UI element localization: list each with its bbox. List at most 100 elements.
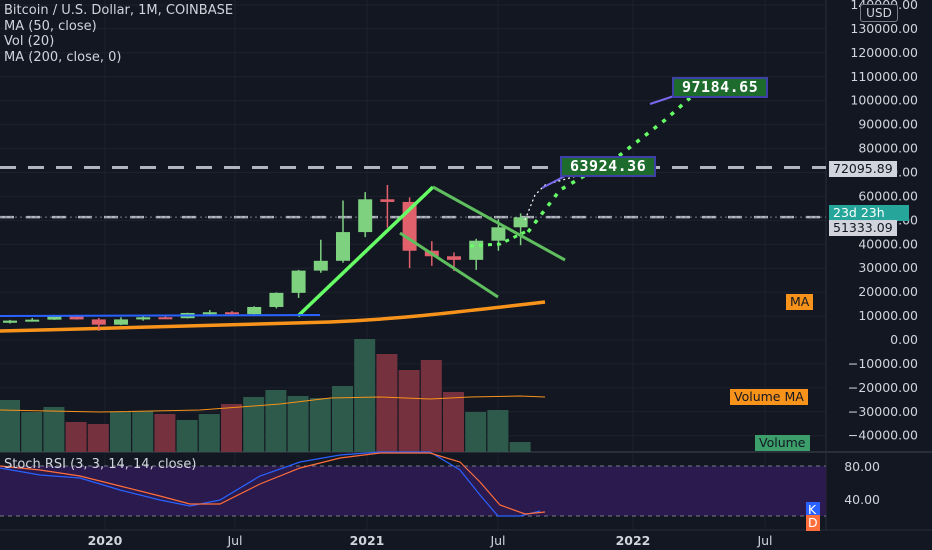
volume-bar [132,411,154,452]
symbol-title[interactable]: Bitcoin / U.S. Dollar, 1M, COINBASE [4,3,234,18]
price-axis-label: −20000.00 [848,380,918,395]
candle-body [3,320,17,323]
volume-bar [332,386,353,452]
volume-bar [0,400,20,452]
time-axis-label: Jul [226,533,242,548]
price-axis-label: −10000.00 [848,356,918,371]
price-axis-label: 0.00 [890,332,918,347]
base-range-line [0,314,321,317]
volume-bar [287,396,309,452]
price-axis-label: 10000.00 [858,308,918,323]
flag-upper-line [432,185,566,262]
price-axis-label: 60000.00 [858,188,918,203]
volume-bar [487,410,509,452]
candle-body [313,260,328,271]
volume-bar [443,392,464,452]
time-axis-label: 2021 [350,533,385,548]
candle-body [69,315,84,320]
last-price-tag: 51333.09 [829,220,897,236]
price-candles [3,184,528,331]
projection-mid-line [541,175,566,189]
target-label-2[interactable]: 97184.65 [672,77,769,98]
flag-lower-line [399,231,499,299]
candle-body [269,292,284,307]
stoch-k-line [0,451,541,517]
indicator-legend: Bitcoin / U.S. Dollar, 1M, COINBASE MA (… [4,3,233,65]
volume-bar [398,370,420,452]
candle-body [291,270,306,293]
time-axis-bg [0,530,932,550]
price-axis-label: 20000.00 [858,284,918,299]
candle-body [136,317,151,320]
candle-body [25,319,40,322]
volume-bar [465,412,487,452]
candle-body [380,199,395,202]
volume-bar [354,339,376,452]
ma200-legend[interactable]: MA (200, close, 0) [4,49,122,65]
volume-ma-tag: Volume MA [730,389,808,405]
candle-body [247,306,262,315]
candle-body [447,256,461,260]
volume-bar [420,360,442,452]
price-axis-label: 110000.00 [850,69,918,84]
candle-body [513,217,528,228]
target-label-1[interactable]: 63924.36 [560,156,657,177]
price-axis-label: 90000.00 [858,117,918,132]
volume-bar [154,414,176,452]
volume-bar [243,397,265,452]
volume-bar [376,354,398,452]
volume-bar [43,407,65,452]
time-axis[interactable]: 2020 Jul 2021 Jul 2022 Jul [0,529,932,550]
ma-curve [0,300,546,333]
time-axis-label: 2020 [88,533,123,548]
ma-tag: MA [786,294,814,310]
volume-bars [0,339,546,452]
candle-body [336,232,350,261]
vol-legend[interactable]: Vol (20) [4,34,55,49]
price-axis-label: 30000.00 [858,260,918,275]
stoch-rsi-lines [0,451,546,517]
trend-up-line [296,185,435,318]
volume-tag: Volume [755,435,810,451]
ma-200-line [0,300,546,333]
candle-body [469,240,484,260]
price-axis-label: 80000.00 [858,141,918,156]
time-axis-label: Jul [489,533,505,548]
volume-bar [87,424,109,452]
price-axis-label: −40000.00 [848,428,918,443]
stoch-axis-label: 40.00 [844,492,880,507]
volume-ma-line [0,395,546,413]
stoch-d-line [0,452,546,515]
price-axis-label: 40000.00 [858,236,918,251]
volume-bar [265,390,287,452]
price-axis-label: 120000.00 [850,45,918,60]
candle-body [158,317,173,320]
candle-body [114,319,128,325]
currency-button[interactable]: USD [860,4,898,22]
projection-dash [526,96,692,234]
price-axis[interactable]: 140000.00130000.00120000.00110000.001000… [844,0,918,507]
volume-bar [509,442,531,452]
breakout-dash [469,230,526,248]
volume-bar [198,414,220,452]
volume-bar [221,404,242,452]
trend-drawings[interactable] [0,93,692,318]
candle-body [358,199,373,233]
ma50-legend[interactable]: MA (50, close) [4,18,97,34]
countdown-tag: 23d 23h [829,205,909,221]
volume-bar [110,412,131,452]
stoch-axis-label: 80.00 [844,459,880,474]
price-axis-label: 100000.00 [850,93,918,108]
price-axis-label: 130000.00 [850,21,918,36]
volume-bar [65,422,87,452]
d-tag: D [806,515,820,531]
stoch-rsi-legend[interactable]: Stoch RSI (3, 3, 14, 14, close) [4,457,197,472]
time-axis-label: Jul [756,533,772,548]
candle-body [225,312,239,315]
time-axis-label: 2022 [616,533,651,548]
level-price-tag: 72095.89 [829,161,897,177]
price-axis-label: −30000.00 [848,404,918,419]
volume-bar [309,398,331,452]
volume-bar [21,412,43,452]
